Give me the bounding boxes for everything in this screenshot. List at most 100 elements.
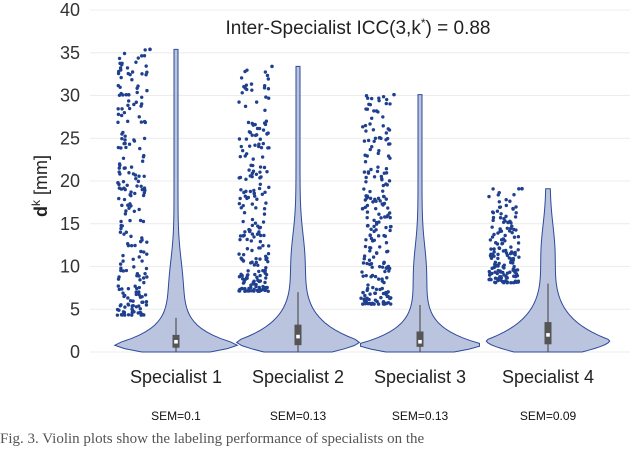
outlier-point <box>511 206 515 211</box>
outlier-point <box>122 294 126 299</box>
outlier-point <box>266 96 271 100</box>
outlier-point <box>250 217 255 222</box>
outlier-point <box>122 197 127 202</box>
outlier-point <box>363 153 367 157</box>
outlier-point <box>119 187 124 191</box>
outlier-point <box>248 189 253 194</box>
sem-label: SEM=0.1 <box>151 409 201 423</box>
outlier-point <box>258 170 262 174</box>
outlier-point <box>376 151 380 156</box>
outlier-point <box>253 133 258 138</box>
outlier-point <box>258 137 263 141</box>
outlier-point <box>367 258 372 262</box>
outlier-point <box>365 261 369 266</box>
outlier-point <box>252 191 256 196</box>
outlier-point <box>132 139 137 143</box>
outlier-point <box>144 266 149 271</box>
outlier-point <box>376 302 381 306</box>
outlier-point <box>496 252 500 257</box>
outlier-point <box>381 189 385 193</box>
outlier-point <box>370 116 374 120</box>
outlier-point <box>128 72 132 77</box>
outlier-point <box>363 293 367 298</box>
outlier-point <box>512 193 516 197</box>
outlier-point <box>364 238 368 242</box>
violin-1 <box>113 48 239 353</box>
outlier-point <box>238 154 243 159</box>
outlier-point <box>374 228 378 232</box>
outlier-point <box>130 78 134 82</box>
outlier-point <box>376 165 380 169</box>
outlier-point <box>138 146 142 151</box>
outlier-point <box>252 188 256 193</box>
outlier-point <box>386 206 390 210</box>
outlier-point <box>134 176 138 181</box>
outlier-point <box>118 66 123 70</box>
outlier-point <box>509 226 513 231</box>
outlier-point <box>239 256 243 260</box>
outlier-point <box>381 203 385 207</box>
outlier-point <box>511 261 515 265</box>
outlier-point <box>373 291 378 296</box>
outlier-point <box>257 285 262 290</box>
outlier-point <box>131 303 135 308</box>
outlier-point <box>250 232 255 236</box>
outlier-point <box>488 238 493 242</box>
outlier-point <box>361 274 365 278</box>
outlier-point <box>507 229 512 233</box>
outlier-point <box>127 171 131 175</box>
outlier-point <box>265 131 269 136</box>
outlier-point <box>514 205 518 209</box>
y-tick-label: 5 <box>70 299 80 319</box>
outlier-point <box>237 100 241 104</box>
outlier-point <box>362 187 366 191</box>
outlier-point <box>253 143 257 147</box>
outlier-point <box>263 108 267 112</box>
outlier-point <box>384 166 389 171</box>
outlier-point <box>126 313 131 317</box>
outlier-point <box>490 235 495 239</box>
outlier-point <box>119 75 123 80</box>
outlier-point <box>265 169 269 174</box>
outlier-point <box>386 127 390 131</box>
y-tick-label: 30 <box>60 86 80 106</box>
outlier-point <box>508 270 512 274</box>
outlier-point <box>254 256 258 261</box>
outlier-point <box>256 278 260 282</box>
outlier-point <box>120 313 124 317</box>
outlier-point <box>384 138 388 142</box>
outlier-point <box>495 242 500 246</box>
outlier-point <box>258 182 263 186</box>
outlier-point <box>516 279 521 283</box>
outlier-point <box>503 233 507 238</box>
outlier-point <box>117 287 122 292</box>
outlier-point <box>237 252 241 256</box>
outlier-point <box>133 243 137 248</box>
outlier-point <box>505 253 510 258</box>
figure-caption: Fig. 3. Violin plots show the labeling p… <box>0 431 425 447</box>
outlier-point <box>121 156 126 161</box>
outlier-point <box>116 277 121 281</box>
outlier-point <box>130 310 134 315</box>
outlier-point <box>134 292 138 297</box>
outlier-point <box>367 297 371 302</box>
outlier-point <box>487 269 492 274</box>
outlier-point <box>516 248 520 252</box>
outlier-point <box>266 146 270 150</box>
outlier-point <box>126 99 131 103</box>
violin-4 <box>485 188 611 353</box>
outlier-point <box>258 246 262 250</box>
outlier-point <box>253 272 257 277</box>
sem-label: SEM=0.13 <box>392 409 449 423</box>
outlier-point <box>254 260 258 265</box>
outlier-point <box>242 233 246 237</box>
outlier-point <box>139 54 144 58</box>
outlier-point <box>241 259 246 263</box>
outlier-point <box>241 219 245 224</box>
outlier-point <box>142 186 147 190</box>
outlier-point <box>502 266 506 270</box>
outlier-point <box>265 256 269 260</box>
outlier-point <box>266 77 271 81</box>
outlier-point <box>262 86 267 90</box>
outlier-point <box>364 297 368 301</box>
